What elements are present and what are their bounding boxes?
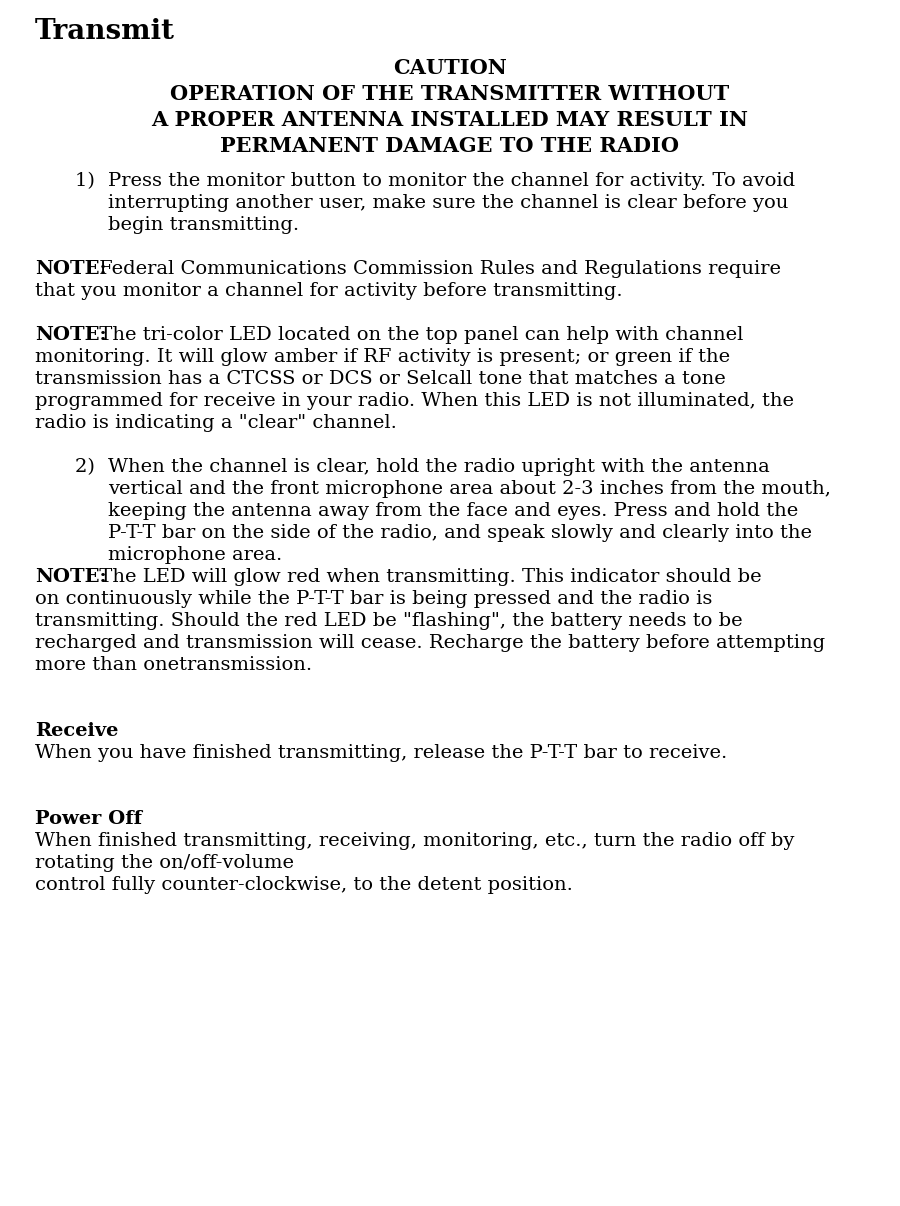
Text: begin transmitting.: begin transmitting. (108, 216, 299, 234)
Text: Power Off: Power Off (35, 810, 142, 829)
Text: Receive: Receive (35, 722, 119, 740)
Text: NOTE:: NOTE: (35, 568, 106, 586)
Text: vertical and the front microphone area about 2-3 inches from the mouth,: vertical and the front microphone area a… (108, 480, 831, 498)
Text: A PROPER ANTENNA INSTALLED MAY RESULT IN: A PROPER ANTENNA INSTALLED MAY RESULT IN (151, 110, 749, 130)
Text: transmitting. Should the red LED be "flashing", the battery needs to be: transmitting. Should the red LED be "fla… (35, 611, 742, 630)
Text: CAUTION: CAUTION (393, 58, 507, 78)
Text: recharged and transmission will cease. Recharge the battery before attempting: recharged and transmission will cease. R… (35, 634, 825, 652)
Text: monitoring. It will glow amber if RF activity is present; or green if the: monitoring. It will glow amber if RF act… (35, 349, 730, 365)
Text: keeping the antenna away from the face and eyes. Press and hold the: keeping the antenna away from the face a… (108, 502, 798, 520)
Text: Transmit: Transmit (35, 18, 175, 45)
Text: interrupting another user, make sure the channel is clear before you: interrupting another user, make sure the… (108, 194, 788, 212)
Text: that you monitor a channel for activity before transmitting.: that you monitor a channel for activity … (35, 282, 623, 300)
Text: PERMANENT DAMAGE TO THE RADIO: PERMANENT DAMAGE TO THE RADIO (220, 136, 680, 156)
Text: 2): 2) (75, 458, 107, 476)
Text: 1): 1) (75, 172, 107, 191)
Text: radio is indicating a "clear" channel.: radio is indicating a "clear" channel. (35, 414, 397, 432)
Text: more than onetransmission.: more than onetransmission. (35, 656, 312, 674)
Text: control fully counter-clockwise, to the detent position.: control fully counter-clockwise, to the … (35, 876, 573, 894)
Text: on continuously while the P-T-T bar is being pressed and the radio is: on continuously while the P-T-T bar is b… (35, 590, 713, 608)
Text: The tri-color LED located on the top panel can help with channel: The tri-color LED located on the top pan… (93, 326, 743, 344)
Text: When the channel is clear, hold the radio upright with the antenna: When the channel is clear, hold the radi… (108, 458, 770, 476)
Text: P-T-T bar on the side of the radio, and speak slowly and clearly into the: P-T-T bar on the side of the radio, and … (108, 523, 812, 541)
Text: NOTE:: NOTE: (35, 260, 106, 279)
Text: When you have finished transmitting, release the P-T-T bar to receive.: When you have finished transmitting, rel… (35, 744, 727, 762)
Text: programmed for receive in your radio. When this LED is not illuminated, the: programmed for receive in your radio. Wh… (35, 392, 794, 410)
Text: The LED will glow red when transmitting. This indicator should be: The LED will glow red when transmitting.… (93, 568, 761, 586)
Text: Federal Communications Commission Rules and Regulations require: Federal Communications Commission Rules … (93, 260, 781, 279)
Text: Press the monitor button to monitor the channel for activity. To avoid: Press the monitor button to monitor the … (108, 172, 795, 191)
Text: rotating the on/off-volume: rotating the on/off-volume (35, 854, 294, 872)
Text: NOTE:: NOTE: (35, 326, 106, 344)
Text: microphone area.: microphone area. (108, 546, 283, 564)
Text: transmission has a CTCSS or DCS or Selcall tone that matches a tone: transmission has a CTCSS or DCS or Selca… (35, 370, 725, 388)
Text: OPERATION OF THE TRANSMITTER WITHOUT: OPERATION OF THE TRANSMITTER WITHOUT (170, 84, 730, 104)
Text: When finished transmitting, receiving, monitoring, etc., turn the radio off by: When finished transmitting, receiving, m… (35, 832, 795, 850)
